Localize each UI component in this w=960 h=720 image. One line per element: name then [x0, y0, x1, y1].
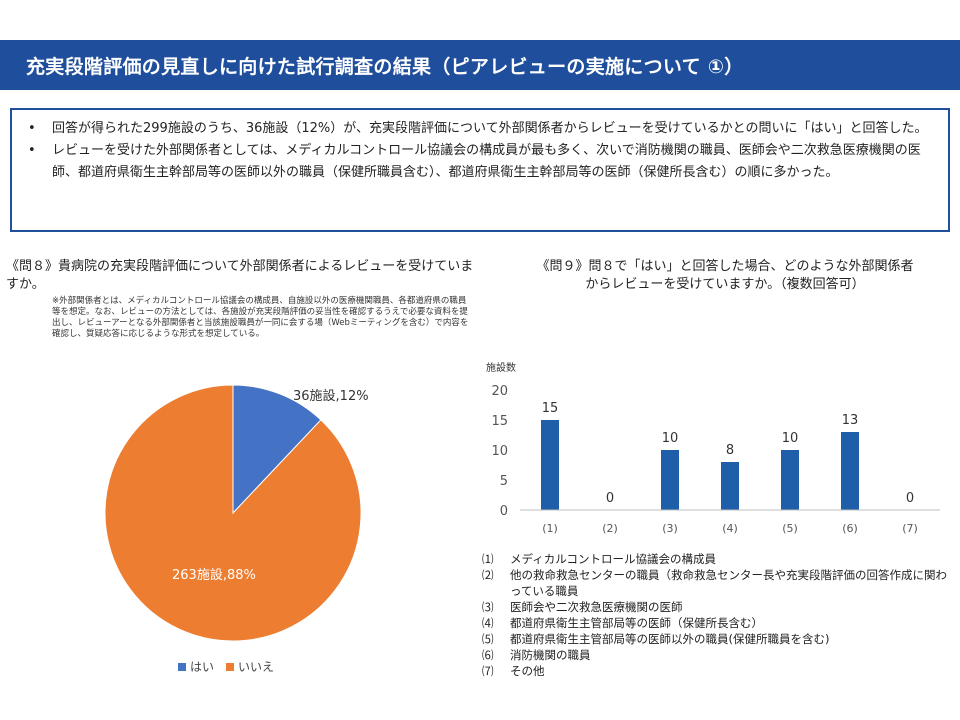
legend-row-5: ⑸ 都道府県衛生主管部局等の医師以外の職員(保健所職員を含む): [482, 631, 958, 647]
pie-slice-no: [104, 384, 362, 642]
legend-num: ⑹: [482, 648, 494, 662]
page-title: 充実段階評価の見直しに向けた試行調査の結果（ピアレビューの実施について ①）: [26, 55, 744, 78]
y-tick-label: 5: [500, 474, 508, 489]
bar: [721, 462, 739, 510]
pie-slice-yes: [232, 384, 322, 515]
legend-row-6: ⑹ 消防機関の職員: [482, 647, 958, 663]
legend-label-yes: はい: [190, 660, 215, 674]
legend-text: 医師会や二次救急医療機関の医師: [510, 600, 683, 614]
x-tick-label: (2): [602, 522, 618, 535]
bar: [661, 450, 679, 510]
x-tick-label: (1): [542, 522, 558, 535]
legend-text: メディカルコントロール協議会の構成員: [510, 552, 716, 566]
y-tick-label: 10: [491, 444, 508, 459]
y-tick-label: 0: [500, 504, 508, 519]
summary-item: • レビューを受けた外部関係者としては、メディカルコントロール協議会の構成員が最…: [26, 140, 936, 184]
legend-label-no: いいえ: [238, 660, 275, 674]
legend-num: ⑶: [482, 600, 494, 614]
y-tick-label: 20: [491, 384, 508, 399]
y-tick-label: 15: [491, 414, 508, 429]
q9-title: 《問９》問８で「はい」と回答した場合、どのような外部関係者 からレビューを受けて…: [490, 258, 960, 294]
y-ticks: 0 5 10 15 20: [491, 384, 508, 519]
bar-value-label: 0: [906, 491, 914, 506]
pie-chart-svg: 36施設,12% 263施設,88%: [104, 384, 369, 642]
bar-chart: 施設数 0 5 10 15 20 15 (1) 0 (2) 10 (3) 8 (4) 10 (5) 13 (6…: [480, 355, 950, 545]
legend-row-7: ⑺ その他: [482, 663, 958, 679]
header-bar: 充実段階評価の見直しに向けた試行調査の結果（ピアレビューの実施について ①）: [0, 40, 960, 90]
bar-value-label: 10: [662, 431, 679, 446]
x-tick-label: (7): [902, 522, 918, 535]
bullet-icon: •: [28, 143, 36, 158]
bullet-icon: •: [28, 121, 36, 136]
bar-value-label: 15: [542, 401, 559, 416]
q8-title: 《問８》貴病院の充実段階評価について外部関係者によるレビューを受けていますか。: [6, 259, 474, 292]
bar: [541, 420, 559, 510]
legend-num: ⑵: [482, 568, 494, 582]
q9-title-line2: からレビューを受けていますか。（複数回答可）: [585, 277, 865, 292]
bar-value-label: 8: [726, 443, 734, 458]
legend-text: 他の救命救急センターの職員（救命救急センター長や充実段階評価の回答作成に関わって…: [510, 568, 947, 598]
legend-text: 都道府県衛生主管部局等の医師（保健所長含む）: [510, 616, 763, 630]
legend-row-1: ⑴ メディカルコントロール協議会の構成員: [482, 551, 958, 567]
bar: [781, 450, 799, 510]
pie-legend: はい いいえ: [178, 658, 274, 675]
q8-note: ※外部関係者とは、メディカルコントロール協議会の構成員、自施設以外の医療機関職員…: [52, 296, 469, 339]
legend-swatch-orange: [226, 662, 235, 671]
legend-row-3: ⑶ 医師会や二次救急医療機関の医師: [482, 599, 958, 615]
summary-item: • 回答が得られた299施設のうち、36施設（12%）が、充実段階評価について外…: [26, 118, 936, 140]
x-tick-label: (4): [722, 522, 738, 535]
legend-item-yes: はい: [178, 658, 214, 675]
pie-label-no: 263施設,88%: [172, 567, 256, 583]
pie-label-yes: 36施設,12%: [293, 388, 369, 404]
pie-chart: 36施設,12% 263施設,88%: [0, 370, 480, 690]
legend-swatch-blue: [178, 662, 186, 671]
legend-row-4: ⑷ 都道府県衛生主管部局等の医師（保健所長含む）: [482, 615, 958, 631]
bar: [841, 432, 859, 510]
legend-num: ⑴: [482, 552, 494, 566]
bars: 15 (1) 0 (2) 10 (3) 8 (4) 10 (5) 13 (6) 0 (7): [541, 401, 918, 535]
bar-legend: ⑴ メディカルコントロール協議会の構成員 ⑵ 他の救命救急センターの職員（救命救急セ…: [482, 551, 958, 679]
legend-text: 消防機関の職員: [510, 648, 591, 662]
y-axis-label: 施設数: [486, 361, 516, 374]
legend-row-2: ⑵ 他の救命救急センターの職員（救命救急センター長や充実段階評価の回答作成に関わっ…: [482, 567, 958, 599]
legend-text: その他: [510, 664, 545, 678]
bar-value-label: 0: [606, 491, 614, 506]
bar-value-label: 10: [782, 431, 799, 446]
summary-list: • 回答が得られた299施設のうち、36施設（12%）が、充実段階評価について外…: [26, 118, 936, 184]
summary-box: • 回答が得られた299施設のうち、36施設（12%）が、充実段階評価について外…: [10, 108, 950, 232]
x-tick-label: (3): [662, 522, 678, 535]
x-tick-label: (6): [842, 522, 858, 535]
legend-num: ⑷: [482, 616, 494, 630]
summary-text: レビューを受けた外部関係者としては、メディカルコントロール協議会の構成員が最も多…: [52, 143, 921, 180]
bar-chart-svg: 施設数 0 5 10 15 20 15 (1) 0 (2) 10 (3) 8 (4) 10 (5) 13 (6…: [486, 361, 940, 535]
legend-num: ⑸: [482, 632, 494, 646]
bar-value-label: 13: [842, 413, 859, 428]
q9-title-line1: 《問９》問８で「はい」と回答した場合、どのような外部関係者: [536, 259, 914, 274]
legend-text: 都道府県衛生主管部局等の医師以外の職員(保健所職員を含む): [510, 632, 830, 646]
summary-text: 回答が得られた299施設のうち、36施設（12%）が、充実段階評価について外部関…: [52, 121, 928, 136]
x-tick-label: (5): [782, 522, 798, 535]
legend-item-no: いいえ: [226, 658, 274, 675]
legend-num: ⑺: [482, 664, 494, 678]
